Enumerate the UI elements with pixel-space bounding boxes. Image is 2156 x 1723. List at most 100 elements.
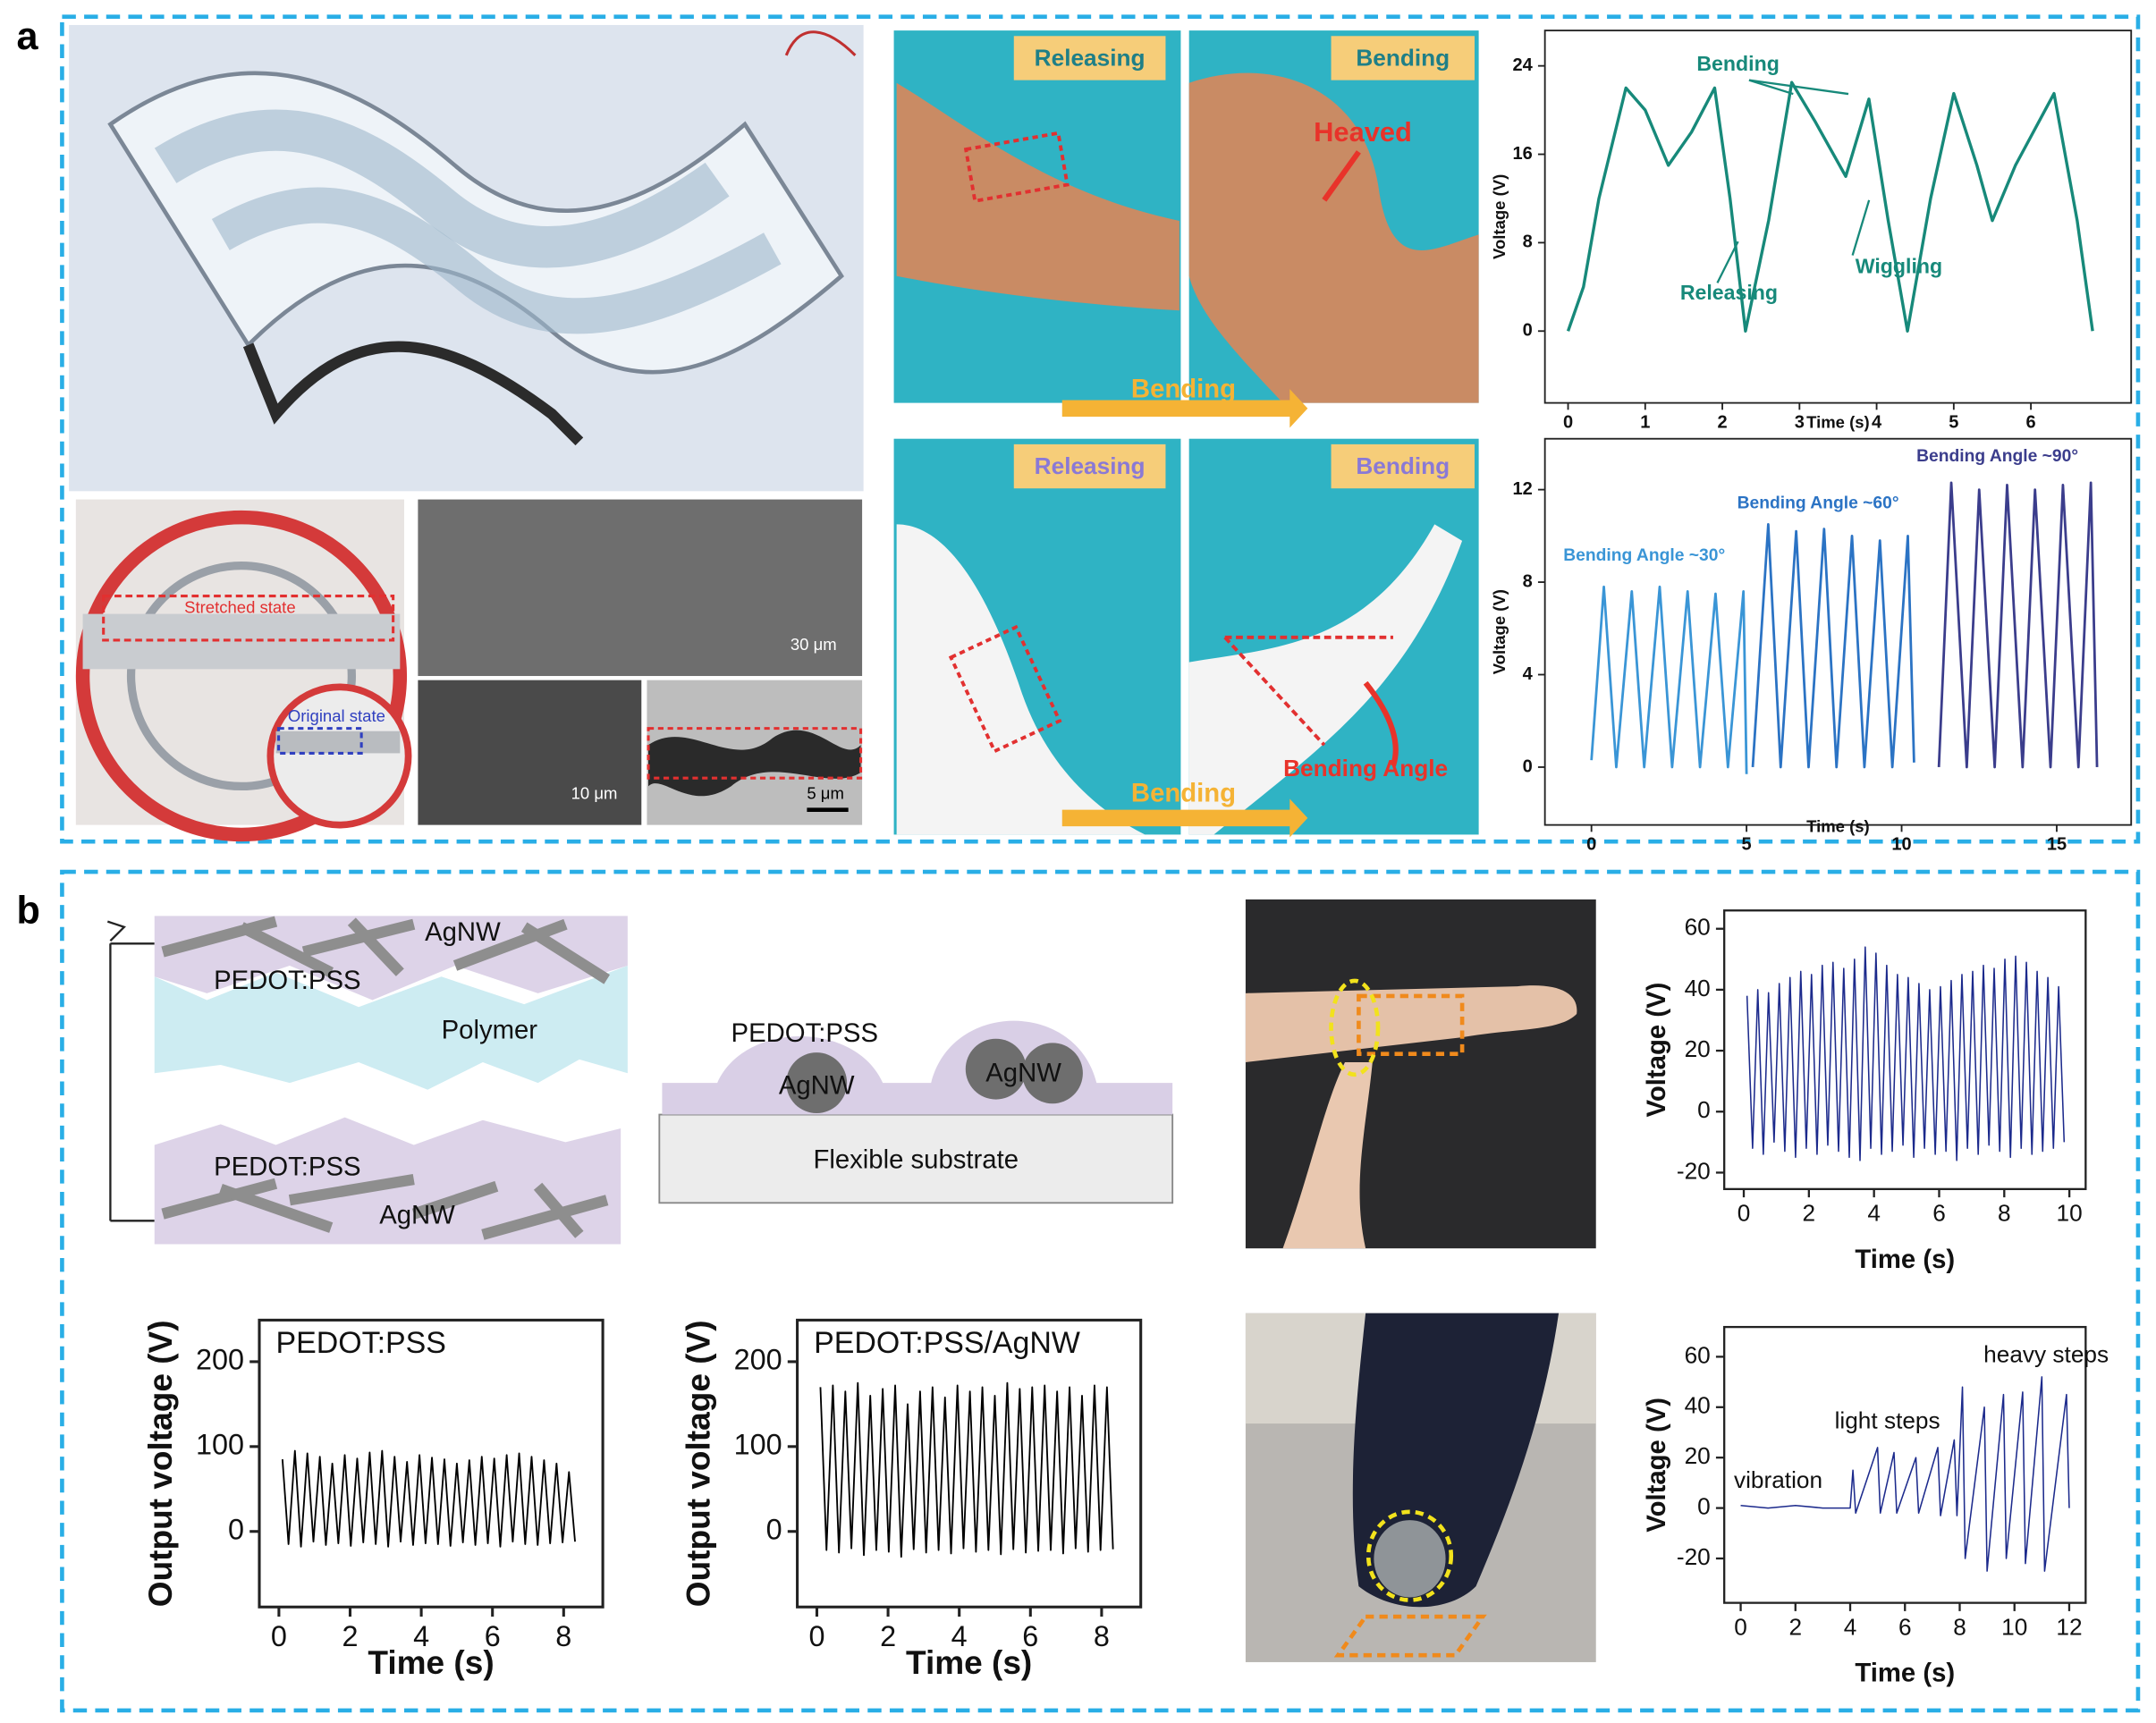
y-tick-label: 16: [1512, 144, 1532, 164]
chart-title: PEDOT:PSS/AgNW: [814, 1326, 1080, 1360]
scale-bar-label: 30 μm: [791, 635, 837, 654]
x-tick-label: 4: [1844, 1613, 1857, 1640]
y-axis-label: Voltage (V): [1642, 1398, 1671, 1533]
y-tick-label: -20: [1677, 1157, 1711, 1184]
x-axis-label: Time (s): [1855, 1245, 1955, 1274]
series-label: Bending Angle ~30°: [1563, 546, 1725, 565]
x-tick-label: 5: [1742, 835, 1752, 855]
signal-line: [1566, 80, 2094, 333]
photo-label: Releasing: [1035, 452, 1146, 479]
layer-label: Flexible substrate: [813, 1145, 1019, 1175]
schematic-coating: PEDOT:PSS AgNW AgNW Flexible substrate: [658, 1018, 1174, 1204]
photo-label: Original state: [288, 706, 385, 725]
x-tick-label: 8: [555, 1620, 571, 1652]
y-tick-label: 0: [1523, 321, 1533, 341]
plot-frame: [796, 1318, 1143, 1609]
layer-label: AgNW: [425, 917, 501, 947]
x-tick-label: 2: [1788, 1613, 1802, 1640]
y-tick-label: 40: [1685, 975, 1711, 1001]
plot-frame: [258, 1318, 605, 1609]
layer-label: AgNW: [779, 1070, 855, 1100]
x-tick-label: 12: [2056, 1613, 2082, 1640]
photo-label: Bending Angle: [1283, 755, 1448, 781]
x-tick-label: 2: [342, 1620, 358, 1652]
y-tick-label: 100: [734, 1428, 782, 1460]
y-axis-label: Output voltage (V): [141, 1320, 179, 1607]
y-tick-label: 0: [1523, 756, 1533, 776]
annotation: Wiggling: [1856, 255, 1942, 278]
arrow-label: Bending: [1131, 778, 1236, 807]
layer-label: PEDOT:PSS: [214, 1152, 360, 1181]
chart-title: PEDOT:PSS: [276, 1326, 446, 1360]
signal-line: [281, 1449, 576, 1548]
layer-label: AgNW: [379, 1200, 455, 1229]
foot-photo: [1245, 1313, 1596, 1662]
x-tick-label: 2: [1717, 413, 1727, 433]
x-tick-label: 0: [271, 1620, 287, 1652]
y-tick-label: 60: [1685, 914, 1711, 941]
wrist-photo: [1245, 899, 1596, 1249]
y-tick-label: 40: [1685, 1392, 1711, 1419]
panel-label: a: [17, 15, 39, 58]
x-tick-label: 6: [1898, 1613, 1912, 1640]
plot-frame: [1543, 30, 2133, 404]
x-tick-label: 6: [1022, 1620, 1038, 1652]
series-label: Bending Angle ~60°: [1737, 494, 1899, 512]
y-tick-label: 0: [228, 1513, 244, 1545]
signal-line: [1740, 1376, 2070, 1572]
x-tick-label: 0: [1737, 1200, 1751, 1227]
y-tick-label: 4: [1523, 664, 1534, 684]
y-axis-label: Output voltage (V): [679, 1320, 716, 1607]
arm-photos-bottom: Releasing Bending Bending Angle Bending: [893, 438, 1479, 838]
panel-frame: [60, 14, 2141, 844]
x-tick-label: 10: [2057, 1200, 2083, 1227]
arm-photos-top: Releasing Bending Heaved Bending: [893, 30, 1479, 428]
x-tick-label: 6: [1932, 1200, 1946, 1227]
y-tick-label: 200: [734, 1343, 782, 1375]
x-tick-label: 0: [1734, 1613, 1747, 1640]
y-tick-label: -20: [1677, 1543, 1711, 1570]
x-tick-label: 4: [1867, 1200, 1881, 1227]
y-tick-label: 12: [1512, 479, 1532, 499]
photo-label: Bending: [1356, 44, 1450, 71]
y-tick-label: 0: [1697, 1493, 1711, 1520]
x-axis-label: Time (s): [368, 1643, 494, 1681]
x-tick-label: 10: [2001, 1613, 2027, 1640]
annotation: Bending: [1696, 52, 1780, 75]
schematic-layers: AgNW PEDOT:PSS Polymer PEDOT:PSS AgNW: [106, 916, 628, 1245]
x-tick-label: 3: [1795, 413, 1805, 433]
signal-line: [1751, 523, 1915, 769]
panel-frame: [60, 869, 2141, 1713]
x-tick-label: 6: [485, 1620, 501, 1652]
x-tick-label: 6: [2026, 413, 2036, 433]
y-tick-label: 100: [196, 1428, 244, 1460]
annotation: Releasing: [1680, 281, 1778, 304]
x-axis-label: Time (s): [906, 1643, 1032, 1681]
photo-label: Heaved: [1314, 116, 1412, 148]
x-tick-label: 8: [1998, 1200, 2011, 1227]
x-tick-label: 15: [2047, 835, 2067, 855]
y-axis-label: Voltage (V): [1490, 589, 1509, 674]
signal-line: [819, 1381, 1114, 1558]
device-illustration: [69, 24, 864, 492]
signal-line: [1746, 946, 2066, 1161]
annotation: light steps: [1835, 1406, 1940, 1433]
scale-bar-label: 10 μm: [571, 784, 618, 803]
x-axis-label: Time (s): [1806, 817, 1870, 836]
y-tick-label: 8: [1523, 232, 1533, 252]
signal-line: [1590, 585, 1748, 774]
y-axis-label: Voltage (V): [1490, 174, 1509, 259]
y-tick-label: 0: [1697, 1096, 1711, 1123]
series-label: Bending Angle ~90°: [1916, 447, 2078, 466]
x-tick-label: 0: [1563, 413, 1573, 433]
y-tick-label: 20: [1685, 1035, 1711, 1062]
x-tick-label: 10: [1891, 835, 1911, 855]
x-tick-label: 5: [1949, 413, 1958, 433]
layer-label: Polymer: [442, 1016, 538, 1045]
x-tick-label: 4: [951, 1620, 968, 1652]
plot-frame: [1543, 437, 2133, 826]
x-tick-label: 2: [880, 1620, 896, 1652]
y-tick-label: 24: [1512, 55, 1533, 75]
